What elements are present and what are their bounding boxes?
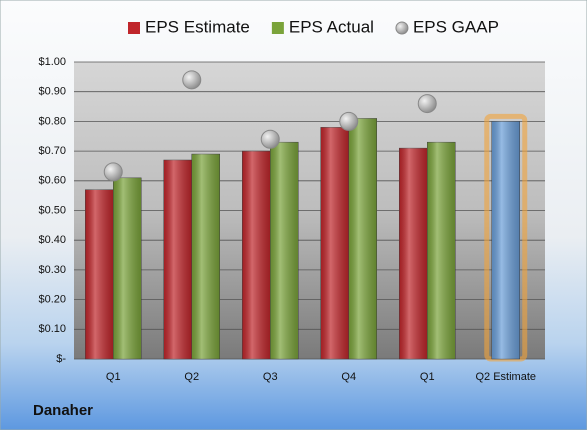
bar-shine <box>85 189 114 359</box>
bar-shine <box>320 127 349 359</box>
y-tick-label: $0.70 <box>38 145 66 157</box>
y-tick-label: $0.20 <box>38 294 66 306</box>
bar-shine <box>191 154 220 359</box>
x-tick-label: Q3 <box>263 371 278 383</box>
legend-swatch <box>128 22 140 34</box>
chart-title: Danaher <box>33 402 93 419</box>
y-tick-label: $0.30 <box>38 264 66 276</box>
gaap-marker <box>339 111 359 131</box>
bar-shine <box>242 151 271 359</box>
y-tick-label: $0.10 <box>38 323 66 335</box>
y-tick-label: $0.50 <box>38 204 66 216</box>
x-tick-label: Q1 <box>106 371 121 383</box>
bar-shine <box>491 121 520 360</box>
gaap-marker <box>182 70 202 90</box>
gaap-marker <box>260 129 280 149</box>
x-tick-label: Q2 <box>184 371 199 383</box>
y-tick-label: $0.60 <box>38 175 66 187</box>
gaap-marker <box>103 162 123 182</box>
x-tick-label: Q4 <box>341 371 356 383</box>
y-tick-label: $0.40 <box>38 234 66 246</box>
x-tick-label: Q1 <box>420 371 435 383</box>
y-tick-label: $0.90 <box>38 86 66 98</box>
bar-shine <box>427 142 456 359</box>
bar-shine <box>270 142 299 359</box>
x-tick-label: Q2 Estimate <box>475 371 536 383</box>
y-tick-label: $- <box>56 353 66 365</box>
legend-swatch <box>271 22 284 34</box>
legend-label: EPS GAAP <box>413 17 499 36</box>
gaap-marker <box>417 94 437 114</box>
y-tick-label: $0.80 <box>38 115 66 127</box>
legend-label: EPS Estimate <box>145 17 250 36</box>
bar-shine <box>113 177 142 359</box>
legend-swatch <box>395 21 409 35</box>
bar-shine <box>348 118 377 360</box>
y-tick-label: $1.00 <box>38 56 66 68</box>
bar-shine <box>399 148 428 359</box>
bar-shine <box>163 160 192 359</box>
legend-label: EPS Actual <box>289 17 374 36</box>
